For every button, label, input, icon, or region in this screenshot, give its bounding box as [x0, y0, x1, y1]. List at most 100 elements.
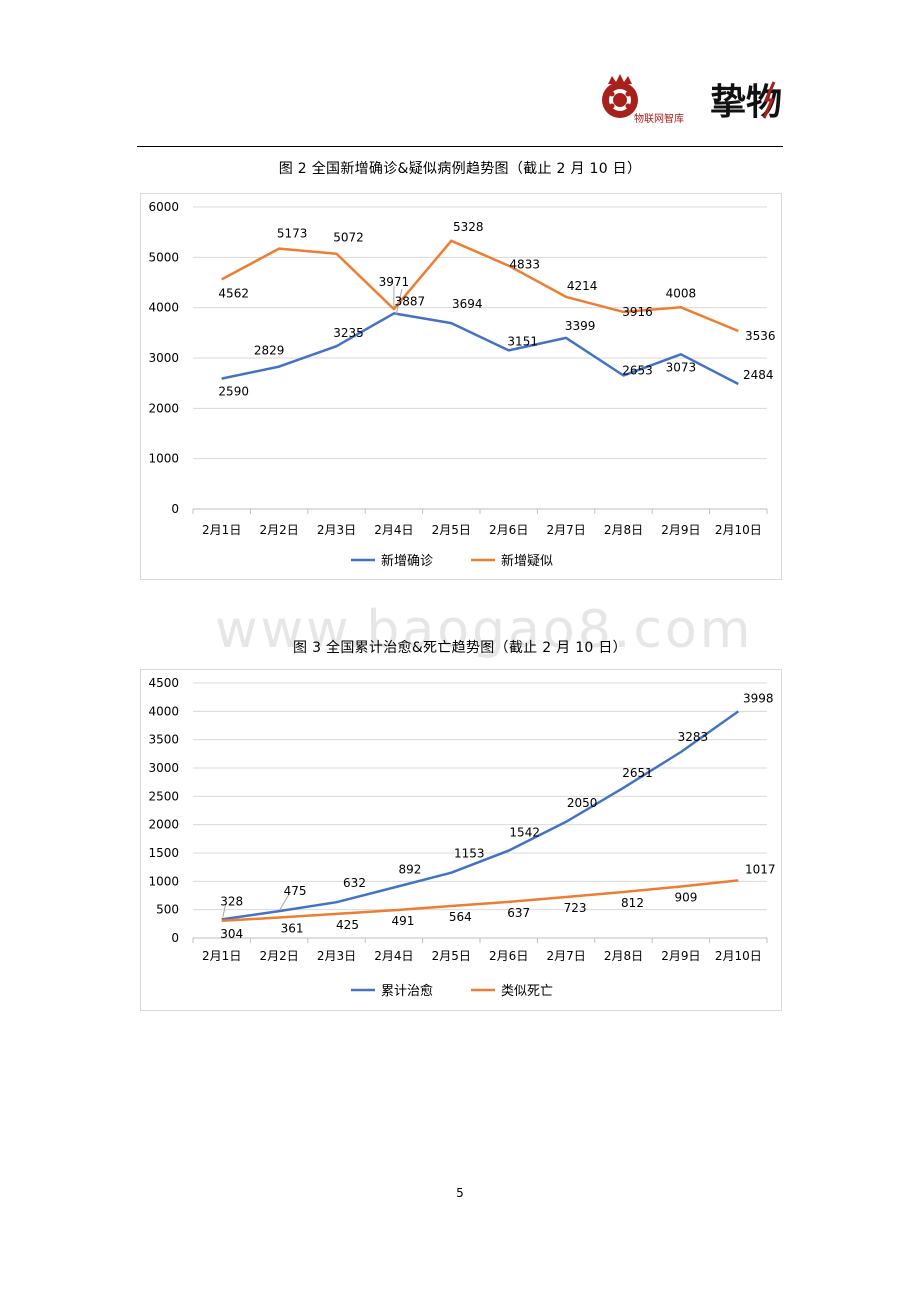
- y-tick-label: 4000: [148, 301, 179, 315]
- data-label: 2484: [743, 368, 774, 382]
- data-label: 4833: [509, 258, 540, 272]
- x-tick-label: 2月7日: [546, 949, 585, 963]
- x-tick-label: 2月4日: [374, 523, 413, 537]
- data-label: 892: [398, 862, 421, 876]
- leader-line: [279, 893, 290, 910]
- data-label: 637: [507, 906, 530, 920]
- data-label: 564: [449, 910, 472, 924]
- x-tick-label: 2月1日: [202, 949, 241, 963]
- leader-line: [222, 904, 227, 918]
- x-tick-label: 2月7日: [546, 523, 585, 537]
- data-label: 632: [343, 876, 366, 890]
- y-tick-label: 5000: [148, 250, 179, 264]
- y-tick-label: 2000: [148, 401, 179, 415]
- figure2-title: 图 2 全国新增确诊&疑似病例趋势图（截止 2 月 10 日）: [278, 161, 642, 177]
- y-tick-label: 3500: [148, 733, 179, 747]
- data-label: 3998: [743, 691, 774, 705]
- data-label: 3887: [395, 294, 426, 308]
- data-label: 5072: [333, 231, 364, 245]
- data-label: 5328: [453, 220, 484, 234]
- data-label: 2651: [622, 766, 653, 780]
- data-label: 304: [220, 927, 243, 941]
- x-tick-label: 2月8日: [604, 523, 643, 537]
- y-tick-label: 2000: [148, 818, 179, 832]
- data-label: 328: [220, 894, 243, 908]
- figure3-svg: 0 500 1000 1500 2000 2500 3000 3500 4000 4500 2月1日…: [148, 676, 776, 999]
- legend-label: 新增疑似: [501, 553, 553, 569]
- data-label: 4562: [218, 286, 249, 300]
- figure3-chart: 0 500 1000 1500 2000 2500 3000 3500 4000 4500 2月1日…: [140, 669, 782, 1011]
- data-label: 2590: [218, 385, 249, 399]
- x-tick-label: 2月5日: [432, 949, 471, 963]
- figure2-svg: 0 1000 2000 3000 4000 5000 6000 2月1日 2月2日 2月3日 2月4…: [148, 200, 776, 569]
- x-tick-label: 2月10日: [715, 523, 762, 537]
- data-label: 3536: [745, 329, 776, 343]
- y-tick-label: 1500: [148, 846, 179, 860]
- y-tick-label: 0: [171, 502, 179, 516]
- data-label: 3283: [678, 730, 709, 744]
- data-label: 4008: [666, 286, 697, 300]
- data-label: 3073: [666, 360, 697, 374]
- data-label: 2653: [622, 363, 653, 377]
- y-tick-label: 1000: [148, 452, 179, 466]
- y-tick-label: 4500: [148, 676, 179, 690]
- leader-line: [395, 289, 403, 316]
- data-label: 812: [621, 896, 644, 910]
- data-label: 475: [284, 884, 307, 898]
- lightning-icon: [762, 81, 776, 119]
- x-tick-label: 2月10日: [715, 949, 762, 963]
- data-label: 3916: [622, 305, 653, 319]
- y-tick-label: 6000: [148, 200, 179, 214]
- data-label: 3235: [333, 326, 364, 340]
- x-tick-label: 2月2日: [259, 949, 298, 963]
- x-tick-label: 2月6日: [489, 523, 528, 537]
- series-line-blue: [221, 312, 739, 386]
- series-line-orange: [221, 879, 739, 923]
- header-divider: [137, 146, 783, 147]
- y-tick-label: 500: [156, 903, 179, 917]
- data-label: 3151: [507, 334, 538, 348]
- page-number: 5: [456, 1186, 464, 1200]
- logo1-text: 物联网智库: [634, 112, 684, 125]
- y-tick-label: 1000: [148, 874, 179, 888]
- x-tick-label: 2月1日: [202, 523, 241, 537]
- data-label: 1542: [509, 826, 540, 840]
- x-tick-label: 2月2日: [259, 523, 298, 537]
- header-logos: 物联网智库 挚物: [590, 70, 790, 136]
- data-label: 425: [336, 918, 359, 932]
- figure3-title: 图 3 全国累计治愈&死亡趋势图（截止 2 月 10 日）: [293, 640, 627, 656]
- data-label: 1153: [454, 847, 485, 861]
- x-tick-label: 2月6日: [489, 949, 528, 963]
- crown-gear-logo-icon: [602, 74, 638, 118]
- data-label: 5173: [277, 227, 308, 241]
- y-tick-label: 3000: [148, 351, 179, 365]
- data-label: 2050: [567, 796, 598, 810]
- legend-label: 新增确诊: [381, 553, 433, 569]
- x-tick-label: 2月3日: [317, 949, 356, 963]
- x-tick-label: 2月5日: [432, 523, 471, 537]
- y-tick-label: 4000: [148, 704, 179, 718]
- y-tick-label: 2500: [148, 789, 179, 803]
- x-tick-label: 2月8日: [604, 949, 643, 963]
- data-label: 3399: [565, 319, 596, 333]
- x-tick-label: 2月3日: [317, 523, 356, 537]
- data-label: 1017: [745, 862, 776, 876]
- x-tick-label: 2月9日: [661, 949, 700, 963]
- series-line-blue: [221, 710, 740, 921]
- data-label: 491: [391, 914, 414, 928]
- x-tick-label: 2月9日: [661, 523, 700, 537]
- figure2-chart: 0 1000 2000 3000 4000 5000 6000 2月1日 2月2日 2月3日 2月4…: [140, 193, 782, 580]
- series-line-orange: [221, 239, 739, 333]
- legend-label: 类似死亡: [501, 984, 553, 999]
- y-tick-label: 3000: [148, 761, 179, 775]
- data-label: 3971: [379, 275, 410, 289]
- data-label: 723: [564, 901, 587, 915]
- watermark: www.baogao8.com: [215, 600, 754, 660]
- data-label: 909: [674, 890, 697, 904]
- data-label: 2829: [254, 344, 285, 358]
- data-label: 4214: [567, 279, 598, 293]
- data-label: 3694: [452, 297, 483, 311]
- y-tick-label: 0: [171, 931, 179, 945]
- legend-label: 累计治愈: [381, 984, 433, 999]
- x-tick-label: 2月4日: [374, 949, 413, 963]
